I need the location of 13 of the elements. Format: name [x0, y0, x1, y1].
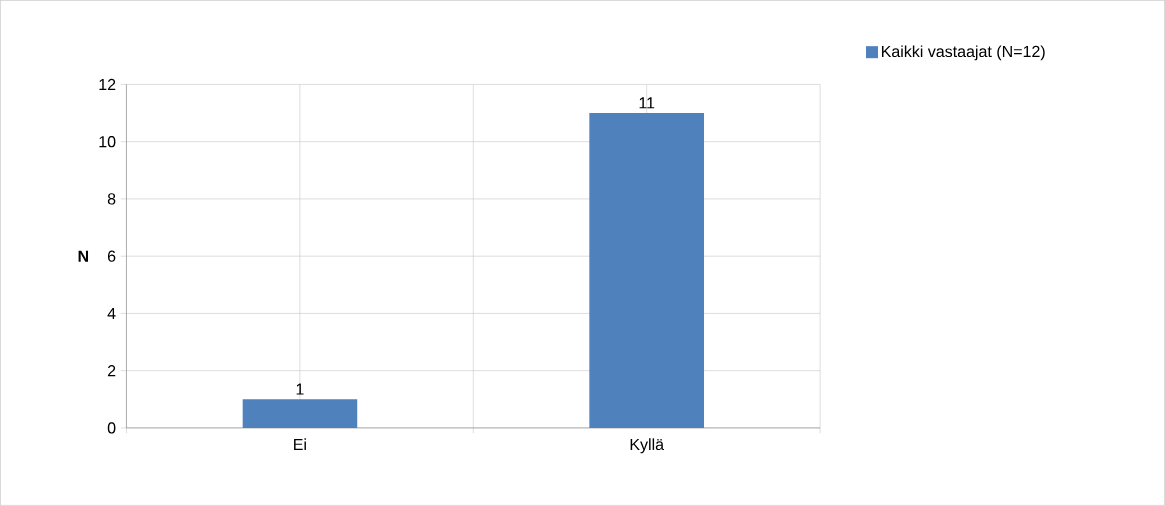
- x-tick-label: Kyllä: [630, 438, 665, 454]
- data-label: 1: [296, 383, 304, 395]
- y-axis-title: N: [78, 250, 89, 262]
- y-tick-label: 10: [99, 136, 116, 148]
- data-label: 11: [639, 97, 655, 109]
- y-tick-label: 2: [107, 365, 116, 377]
- legend-label: Kaikki vastaajat (N=12): [881, 45, 1045, 61]
- y-tick-label: 6: [107, 250, 116, 262]
- y-tick-label: 4: [107, 308, 116, 320]
- y-tick-label: 8: [107, 193, 116, 205]
- x-tick-label: Ei: [294, 438, 306, 451]
- y-tick-label: 0: [107, 422, 116, 434]
- y-tick-label: 12: [99, 79, 116, 91]
